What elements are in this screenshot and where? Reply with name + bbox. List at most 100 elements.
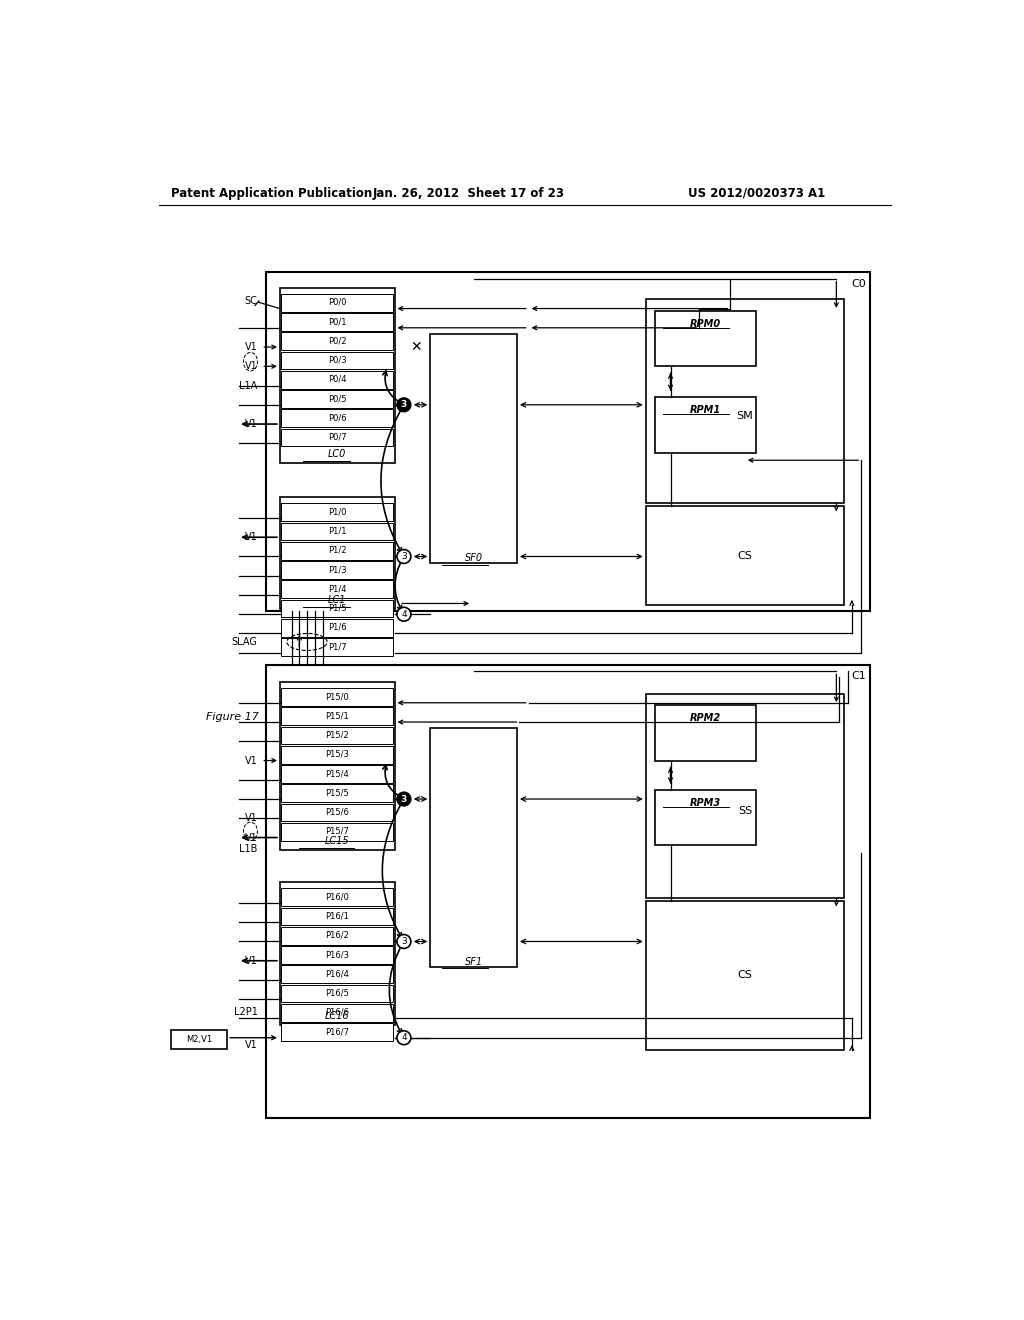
Bar (280, 498, 394, 609)
Text: P1/1: P1/1 (328, 527, 346, 536)
Circle shape (397, 792, 411, 807)
Bar (282, 561, 393, 579)
Bar (646, 693, 844, 898)
Text: Patent Application Publication: Patent Application Publication (171, 186, 372, 199)
Text: CS: CS (737, 550, 753, 561)
Text: P0/7: P0/7 (328, 433, 346, 442)
Circle shape (397, 397, 411, 412)
Text: P1/5: P1/5 (328, 603, 346, 612)
Text: 3: 3 (401, 937, 407, 946)
Text: LC0: LC0 (328, 450, 346, 459)
Text: P16/0: P16/0 (326, 892, 349, 902)
Text: P16/6: P16/6 (326, 1008, 349, 1016)
Text: P15/6: P15/6 (326, 808, 349, 817)
Text: SF0: SF0 (465, 553, 482, 564)
Text: V1: V1 (245, 1040, 257, 1051)
Bar (171, 1030, 227, 1048)
Text: P16/2: P16/2 (326, 931, 349, 940)
Text: 4: 4 (401, 610, 407, 619)
Text: Jan. 26, 2012  Sheet 17 of 23: Jan. 26, 2012 Sheet 17 of 23 (373, 186, 565, 199)
Bar (282, 503, 393, 521)
Bar (282, 822, 393, 841)
Text: C1: C1 (852, 671, 866, 681)
Text: P0/4: P0/4 (328, 375, 346, 384)
Bar (430, 334, 517, 564)
Bar (282, 371, 393, 388)
Bar (655, 789, 756, 845)
Text: P0/6: P0/6 (328, 413, 346, 422)
Text: P1/3: P1/3 (328, 565, 346, 574)
Bar (282, 1005, 393, 1022)
Text: V1: V1 (245, 813, 257, 824)
Text: P0/5: P0/5 (328, 395, 346, 403)
Text: RPM3: RPM3 (690, 797, 721, 808)
Text: SC: SC (245, 296, 257, 306)
Bar (655, 397, 756, 453)
Bar (282, 619, 393, 636)
Bar (282, 888, 393, 906)
Bar (282, 766, 393, 783)
Text: LC16: LC16 (325, 1011, 349, 1020)
Text: P1/6: P1/6 (328, 623, 346, 632)
Text: V1: V1 (245, 362, 257, 371)
Text: 3: 3 (400, 795, 407, 804)
Bar (282, 523, 393, 540)
Bar (282, 351, 393, 370)
Text: RPM2: RPM2 (690, 713, 721, 723)
Text: V1: V1 (245, 755, 257, 766)
Text: SLAG: SLAG (231, 638, 257, 647)
Text: P16/1: P16/1 (326, 912, 349, 920)
Text: US 2012/0020373 A1: US 2012/0020373 A1 (688, 186, 825, 199)
Text: LC1: LC1 (328, 595, 346, 605)
Bar (430, 729, 517, 966)
Text: L1B: L1B (239, 843, 257, 854)
Text: SS: SS (737, 805, 752, 816)
Text: P15/1: P15/1 (326, 711, 349, 721)
Text: P1/2: P1/2 (328, 546, 346, 554)
Bar (282, 638, 393, 656)
Text: 3: 3 (401, 552, 407, 561)
Text: P0/3: P0/3 (328, 355, 346, 364)
Text: RPM1: RPM1 (690, 405, 721, 414)
Text: Figure 17: Figure 17 (206, 713, 258, 722)
Bar (282, 784, 393, 803)
Text: P15/5: P15/5 (326, 788, 349, 797)
Bar (282, 543, 393, 560)
Bar (282, 985, 393, 1002)
Bar (282, 708, 393, 725)
Text: P0/1: P0/1 (328, 317, 346, 326)
Text: P0/2: P0/2 (328, 337, 346, 346)
Text: L2P1: L2P1 (233, 1007, 257, 1018)
Bar (282, 965, 393, 983)
Bar (655, 705, 756, 760)
Text: P16/4: P16/4 (326, 969, 349, 978)
Text: P1/4: P1/4 (328, 585, 346, 593)
Bar (282, 409, 393, 428)
Bar (282, 581, 393, 598)
Bar (282, 294, 393, 312)
Text: P16/3: P16/3 (326, 950, 349, 960)
Text: P15/7: P15/7 (326, 826, 349, 836)
Text: C0: C0 (852, 279, 866, 289)
Text: L1A: L1A (240, 380, 257, 391)
Bar (266, 665, 870, 1118)
Text: P15/4: P15/4 (326, 770, 349, 777)
Bar (282, 599, 393, 618)
Text: 3: 3 (400, 400, 407, 409)
Text: 4: 4 (401, 1034, 407, 1043)
Text: P16/7: P16/7 (326, 1027, 349, 1036)
Text: P16/5: P16/5 (326, 989, 349, 998)
Text: SF1: SF1 (465, 957, 482, 966)
Text: P1/7: P1/7 (328, 642, 346, 651)
Text: P15/3: P15/3 (326, 750, 349, 759)
Bar (655, 312, 756, 367)
Text: V1: V1 (245, 418, 257, 429)
Text: ✕: ✕ (411, 341, 422, 354)
Text: RPM0: RPM0 (690, 318, 721, 329)
Bar (282, 313, 393, 331)
Circle shape (397, 1031, 411, 1044)
Bar (282, 429, 393, 446)
Bar (646, 298, 844, 503)
Bar (280, 682, 394, 850)
Circle shape (397, 607, 411, 622)
